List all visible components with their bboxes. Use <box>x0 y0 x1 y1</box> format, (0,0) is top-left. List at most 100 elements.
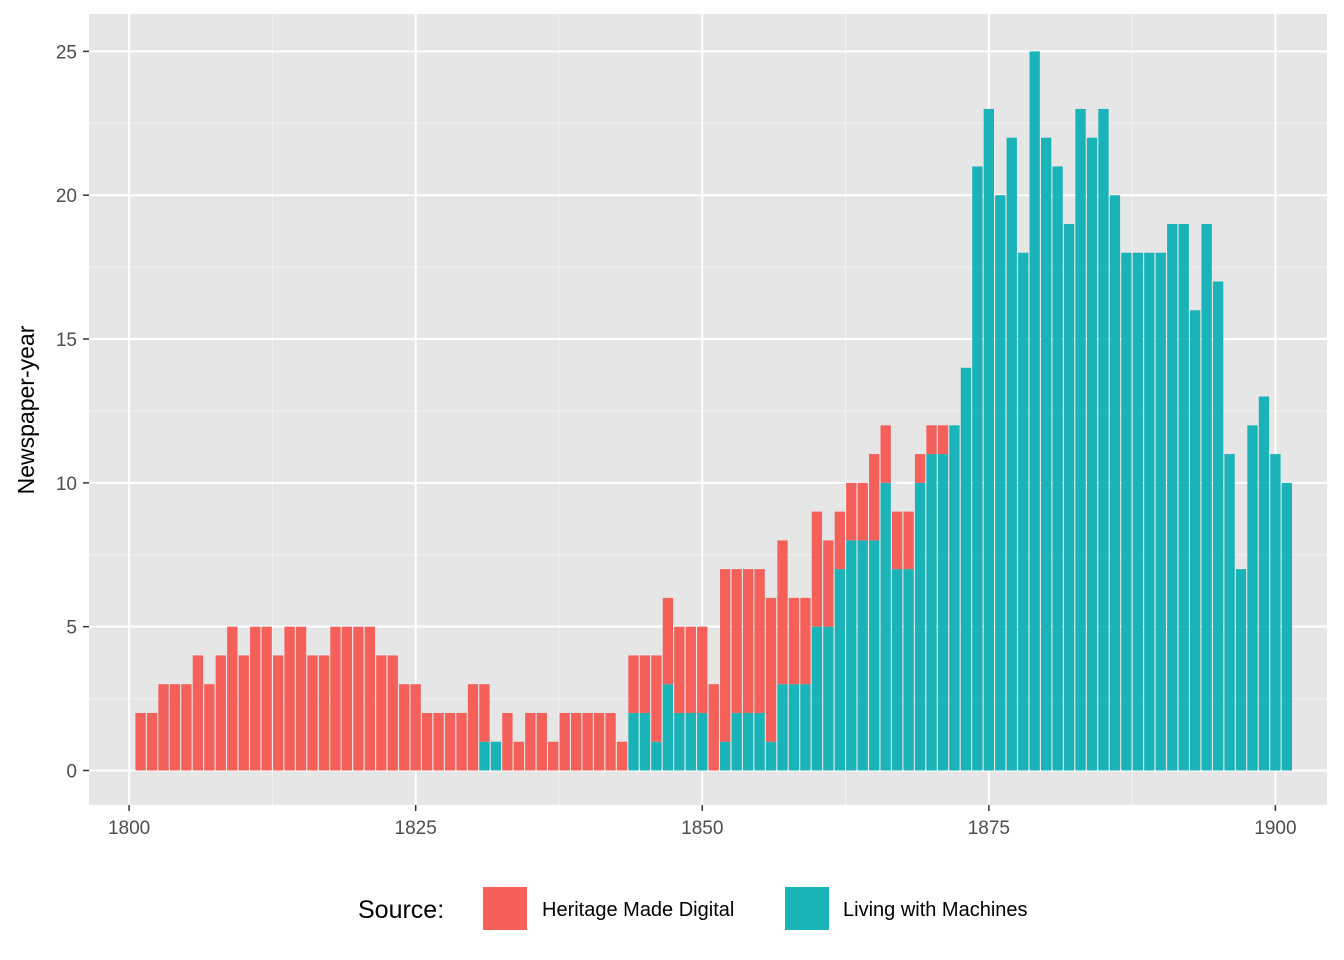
bar-living-with-machines-1896 <box>1224 454 1235 771</box>
bar-heritage-made-digital-1847 <box>662 597 674 685</box>
y-tick-label: 0 <box>66 761 77 782</box>
bar-heritage-made-digital-1862 <box>834 511 845 570</box>
bar-living-with-machines-1846 <box>651 741 662 771</box>
bar-heritage-made-digital-1871 <box>937 425 949 455</box>
bar-heritage-made-digital-1837 <box>548 741 559 771</box>
bar-living-with-machines-1887 <box>1121 252 1132 771</box>
bar-heritage-made-digital-1804 <box>169 684 181 771</box>
bar-heritage-made-digital-1865 <box>869 454 880 541</box>
bar-heritage-made-digital-1829 <box>456 712 467 771</box>
bar-heritage-made-digital-1840 <box>582 712 593 771</box>
bar-living-with-machines-1882 <box>1063 223 1075 771</box>
bar-heritage-made-digital-1836 <box>536 712 547 771</box>
bar-heritage-made-digital-1811 <box>250 626 261 771</box>
bar-living-with-machines-1885 <box>1098 108 1109 771</box>
bar-heritage-made-digital-1828 <box>444 712 456 771</box>
bar-living-with-machines-1879 <box>1029 51 1040 771</box>
bar-heritage-made-digital-1822 <box>376 655 387 771</box>
bar-living-with-machines-1847 <box>662 684 674 771</box>
bar-heritage-made-digital-1815 <box>295 626 307 771</box>
legend: Source: Heritage Made Digital Living wit… <box>358 887 1028 930</box>
major-grid <box>89 14 1327 805</box>
bar-heritage-made-digital-1803 <box>158 684 169 771</box>
x-tick-label: 1850 <box>681 818 723 839</box>
bar-living-with-machines-1860 <box>811 626 823 771</box>
y-axis: 0 5 10 15 20 25 <box>56 42 89 782</box>
bar-heritage-made-digital-1819 <box>341 626 353 771</box>
bar-heritage-made-digital-1851 <box>708 684 719 771</box>
bar-living-with-machines-1881 <box>1052 166 1063 771</box>
bar-heritage-made-digital-1860 <box>811 511 823 627</box>
bar-living-with-machines-1869 <box>914 482 926 771</box>
bar-living-with-machines-1892 <box>1178 223 1189 771</box>
bar-living-with-machines-1880 <box>1040 137 1052 771</box>
bar-living-with-machines-1848 <box>674 712 685 771</box>
bar-heritage-made-digital-1827 <box>433 712 444 771</box>
bar-heritage-made-digital-1824 <box>399 684 410 771</box>
bar-heritage-made-digital-1850 <box>697 626 708 713</box>
bar-heritage-made-digital-1867 <box>891 511 903 570</box>
bar-heritage-made-digital-1858 <box>788 597 800 685</box>
y-tick-label: 20 <box>56 186 77 207</box>
x-tick-label: 1800 <box>108 818 150 839</box>
bar-living-with-machines-1865 <box>869 540 880 771</box>
bar-living-with-machines-1844 <box>628 712 639 771</box>
bar-heritage-made-digital-1817 <box>318 655 330 771</box>
bar-heritage-made-digital-1852 <box>720 569 731 742</box>
bar-heritage-made-digital-1830 <box>467 684 479 771</box>
bar-living-with-machines-1863 <box>846 540 857 771</box>
bar-heritage-made-digital-1856 <box>765 597 777 742</box>
y-tick-label: 25 <box>56 42 77 63</box>
bar-heritage-made-digital-1866 <box>880 425 891 483</box>
bar-heritage-made-digital-1864 <box>857 482 868 541</box>
bar-heritage-made-digital-1869 <box>914 454 926 483</box>
bar-heritage-made-digital-1842 <box>605 712 616 771</box>
bar-heritage-made-digital-1833 <box>502 712 513 771</box>
bar-heritage-made-digital-1855 <box>754 569 765 713</box>
bar-living-with-machines-1876 <box>995 195 1006 771</box>
bars <box>135 51 1293 771</box>
bar-heritage-made-digital-1821 <box>364 626 376 771</box>
bar-living-with-machines-1850 <box>697 712 708 771</box>
bar-heritage-made-digital-1805 <box>181 684 192 771</box>
bar-heritage-made-digital-1809 <box>227 626 238 771</box>
bar-heritage-made-digital-1844 <box>628 655 639 713</box>
x-tick-label: 1900 <box>1254 818 1296 839</box>
bar-heritage-made-digital-1835 <box>525 712 536 771</box>
bar-living-with-machines-1884 <box>1086 137 1098 771</box>
bar-living-with-machines-1845 <box>639 712 651 771</box>
bar-living-with-machines-1898 <box>1247 425 1258 771</box>
bar-heritage-made-digital-1820 <box>353 626 364 771</box>
bar-heritage-made-digital-1863 <box>846 482 857 541</box>
bar-living-with-machines-1856 <box>765 741 777 771</box>
bar-living-with-machines-1900 <box>1270 454 1281 771</box>
x-axis: 1800 1825 1850 1875 1900 <box>108 805 1297 839</box>
bar-heritage-made-digital-1857 <box>777 540 788 685</box>
bar-living-with-machines-1875 <box>983 108 995 771</box>
bar-living-with-machines-1859 <box>800 684 811 771</box>
bar-living-with-machines-1853 <box>731 712 742 771</box>
bar-living-with-machines-1868 <box>903 569 914 771</box>
bar-heritage-made-digital-1834 <box>513 741 525 771</box>
bar-living-with-machines-1894 <box>1201 223 1212 771</box>
bar-living-with-machines-1889 <box>1144 252 1155 771</box>
bar-living-with-machines-1864 <box>857 540 868 771</box>
bar-heritage-made-digital-1826 <box>421 712 433 771</box>
bar-living-with-machines-1899 <box>1258 396 1270 771</box>
bar-living-with-machines-1831 <box>479 741 490 771</box>
bar-heritage-made-digital-1859 <box>800 597 811 685</box>
bar-living-with-machines-1849 <box>685 712 696 771</box>
bar-heritage-made-digital-1843 <box>616 741 628 771</box>
bar-living-with-machines-1870 <box>926 454 937 771</box>
bar-heritage-made-digital-1802 <box>146 712 158 771</box>
legend-swatch-living-with-machines <box>785 887 829 930</box>
y-tick-label: 15 <box>56 330 77 351</box>
bar-heritage-made-digital-1868 <box>903 511 914 570</box>
bar-living-with-machines-1886 <box>1109 195 1121 771</box>
bar-heritage-made-digital-1846 <box>651 655 662 742</box>
x-tick-label: 1875 <box>968 818 1010 839</box>
bar-living-with-machines-1878 <box>1018 252 1029 771</box>
bar-living-with-machines-1858 <box>788 684 800 771</box>
legend-label-living-with-machines: Living with Machines <box>843 899 1028 921</box>
